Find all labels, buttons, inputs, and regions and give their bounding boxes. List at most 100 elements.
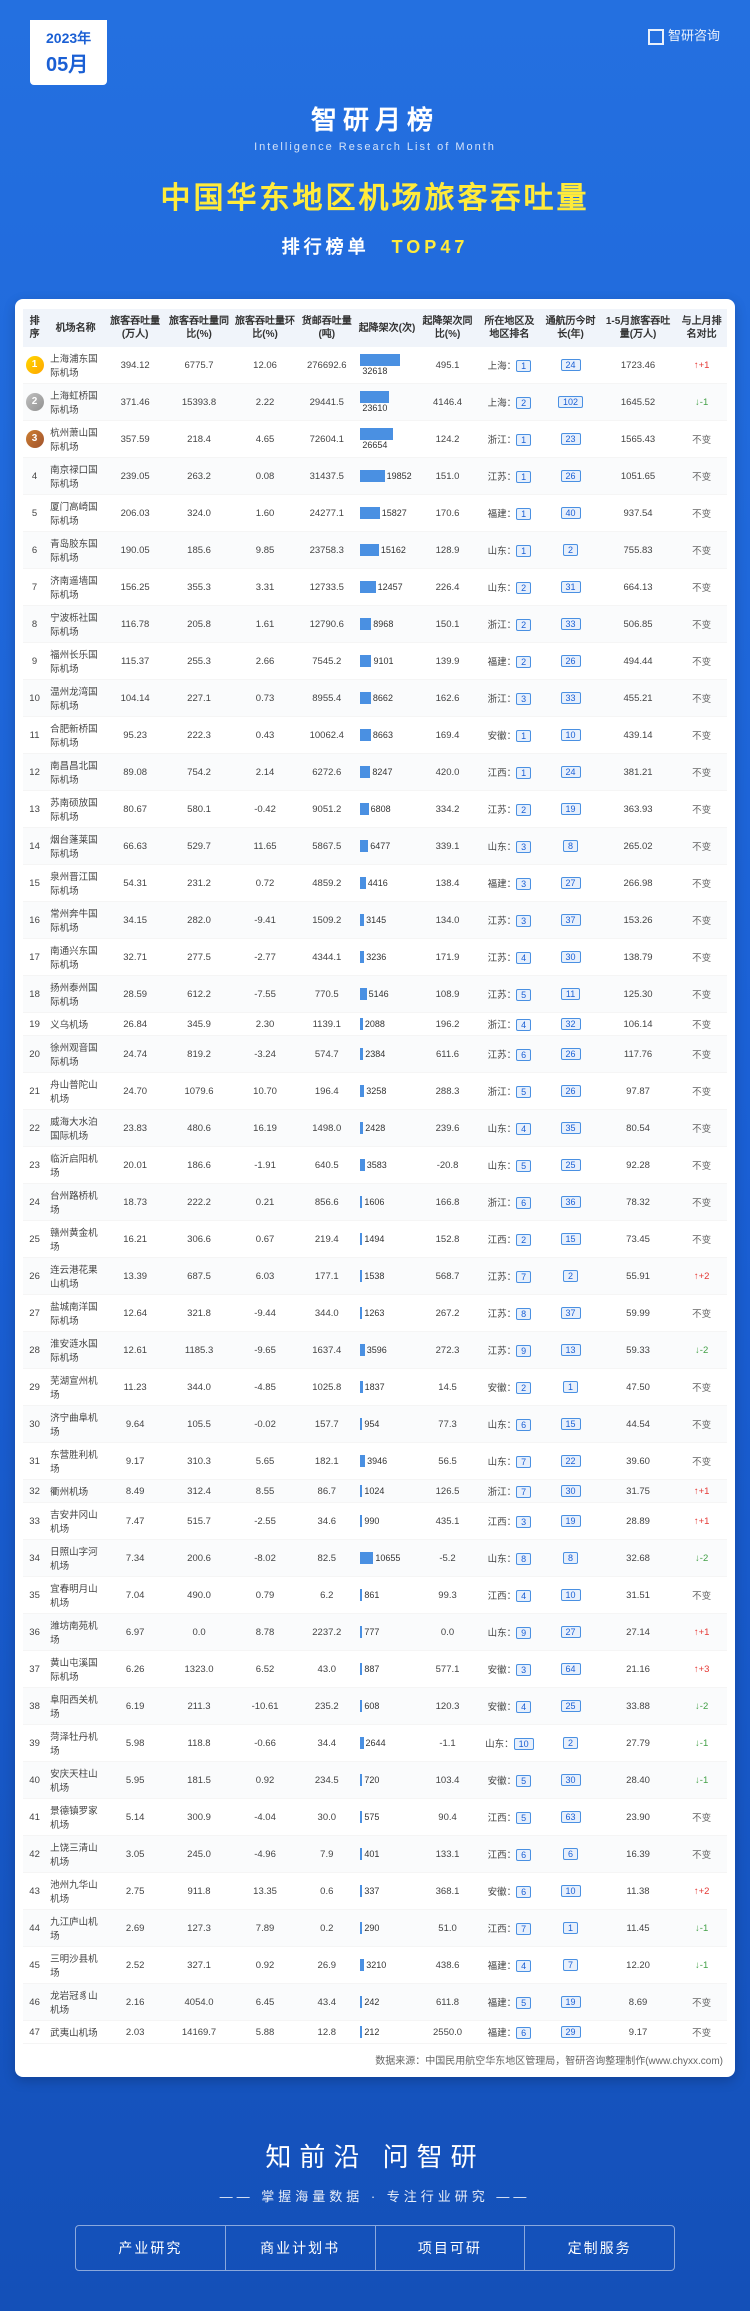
- rank-cell: 27: [23, 1295, 46, 1332]
- footer-link[interactable]: 项目可研: [376, 2226, 526, 2270]
- name-cell: 合肥新桥国际机场: [46, 717, 105, 754]
- v2: 218.4: [165, 421, 233, 458]
- bar-cell: 9101: [356, 643, 417, 680]
- table-row: 4南京禄口国际机场239.05263.20.0831437.519852151.…: [23, 458, 727, 495]
- v9: 21.16: [600, 1651, 676, 1688]
- v2: 222.3: [165, 717, 233, 754]
- table-row: 19义乌机场26.84345.92.301139.12088196.2浙江：43…: [23, 1013, 727, 1036]
- change: 不变: [676, 1013, 727, 1036]
- loc: 浙江：1: [477, 421, 541, 458]
- rank-cell: 14: [23, 828, 46, 865]
- v2: 277.5: [165, 939, 233, 976]
- change: 不变: [676, 1836, 727, 1873]
- v3: 7.89: [233, 1910, 297, 1947]
- v9: 59.99: [600, 1295, 676, 1332]
- table-row: 34日照山字河机场7.34200.6-8.0282.510655-5.2山东：8…: [23, 1540, 727, 1577]
- v6: 56.5: [418, 1443, 478, 1480]
- logo-icon: [648, 29, 664, 45]
- v6: -1.1: [418, 1725, 478, 1762]
- v2: 529.7: [165, 828, 233, 865]
- name-cell: 南昌昌北国际机场: [46, 754, 105, 791]
- v3: -0.42: [233, 791, 297, 828]
- name-cell: 威海大水泊国际机场: [46, 1110, 105, 1147]
- bar-cell: 3946: [356, 1443, 417, 1480]
- name-cell: 济宁曲阜机场: [46, 1406, 105, 1443]
- v8: 30: [541, 1480, 600, 1503]
- change: 不变: [676, 680, 727, 717]
- v4: 34.6: [297, 1503, 356, 1540]
- v9: 12.20: [600, 1947, 676, 1984]
- name-cell: 衢州机场: [46, 1480, 105, 1503]
- loc: 江苏：1: [477, 458, 541, 495]
- v2: 327.1: [165, 1947, 233, 1984]
- v8: 15: [541, 1406, 600, 1443]
- name-cell: 烟台蓬莱国际机场: [46, 828, 105, 865]
- table-row: 47武夷山机场2.0314169.75.8812.82122550.0福建：62…: [23, 2021, 727, 2044]
- v9: 1645.52: [600, 384, 676, 421]
- bar-cell: 861: [356, 1577, 417, 1614]
- bar-cell: 954: [356, 1406, 417, 1443]
- v6: 495.1: [418, 347, 478, 384]
- table-row: 3杭州萧山国际机场357.59218.44.6572604.126654124.…: [23, 421, 727, 458]
- change: 不变: [676, 791, 727, 828]
- chinese-title: 智研月榜: [0, 100, 750, 137]
- v2: 211.3: [165, 1688, 233, 1725]
- v6: 139.9: [418, 643, 478, 680]
- name-cell: 武夷山机场: [46, 2021, 105, 2044]
- bar-cell: 8662: [356, 680, 417, 717]
- table-row: 13苏南硕放国际机场80.67580.1-0.429051.26808334.2…: [23, 791, 727, 828]
- bar-cell: 3145: [356, 902, 417, 939]
- v1: 190.05: [105, 532, 165, 569]
- loc: 福建：6: [477, 2021, 541, 2044]
- footer-link[interactable]: 商业计划书: [226, 2226, 376, 2270]
- bar-cell: 23610: [356, 384, 417, 421]
- bar-cell: 26654: [356, 421, 417, 458]
- v9: 32.68: [600, 1540, 676, 1577]
- loc: 江苏：2: [477, 791, 541, 828]
- v6: 435.1: [418, 1503, 478, 1540]
- table-row: 46龙岩冠豸山机场2.164054.06.4543.4242611.8福建：51…: [23, 1984, 727, 2021]
- v8: 19: [541, 791, 600, 828]
- v3: 12.06: [233, 347, 297, 384]
- rank-cell: 32: [23, 1480, 46, 1503]
- bar-cell: 1494: [356, 1221, 417, 1258]
- loc: 江苏：4: [477, 939, 541, 976]
- v9: 455.21: [600, 680, 676, 717]
- change: 不变: [676, 1369, 727, 1406]
- v2: 222.2: [165, 1184, 233, 1221]
- loc: 安徽：3: [477, 1651, 541, 1688]
- v6: 2550.0: [418, 2021, 478, 2044]
- footer-link[interactable]: 定制服务: [525, 2226, 674, 2270]
- loc: 福建：2: [477, 643, 541, 680]
- change: ↑+3: [676, 1651, 727, 1688]
- loc: 山东：10: [477, 1725, 541, 1762]
- v6: 288.3: [418, 1073, 478, 1110]
- name-cell: 景德镇罗家机场: [46, 1799, 105, 1836]
- v6: 171.9: [418, 939, 478, 976]
- v9: 28.89: [600, 1503, 676, 1540]
- v1: 357.59: [105, 421, 165, 458]
- loc: 江苏：7: [477, 1258, 541, 1295]
- loc: 浙江：7: [477, 1480, 541, 1503]
- v4: 276692.6: [297, 347, 356, 384]
- rank-cell: 17: [23, 939, 46, 976]
- loc: 山东：3: [477, 828, 541, 865]
- loc: 浙江：2: [477, 606, 541, 643]
- rank-cell: 46: [23, 1984, 46, 2021]
- rank-cell: 21: [23, 1073, 46, 1110]
- v3: -0.02: [233, 1406, 297, 1443]
- change: ↓-1: [676, 384, 727, 421]
- v6: 51.0: [418, 1910, 478, 1947]
- v4: 1509.2: [297, 902, 356, 939]
- v8: 26: [541, 1073, 600, 1110]
- v8: 19: [541, 1503, 600, 1540]
- v8: 7: [541, 1947, 600, 1984]
- loc: 江西：2: [477, 1221, 541, 1258]
- change: ↑+1: [676, 347, 727, 384]
- v6: 162.6: [418, 680, 478, 717]
- v3: 2.66: [233, 643, 297, 680]
- v3: 0.08: [233, 458, 297, 495]
- col-header: 通航历今时长(年): [541, 309, 600, 347]
- v9: 1051.65: [600, 458, 676, 495]
- footer-link[interactable]: 产业研究: [76, 2226, 226, 2270]
